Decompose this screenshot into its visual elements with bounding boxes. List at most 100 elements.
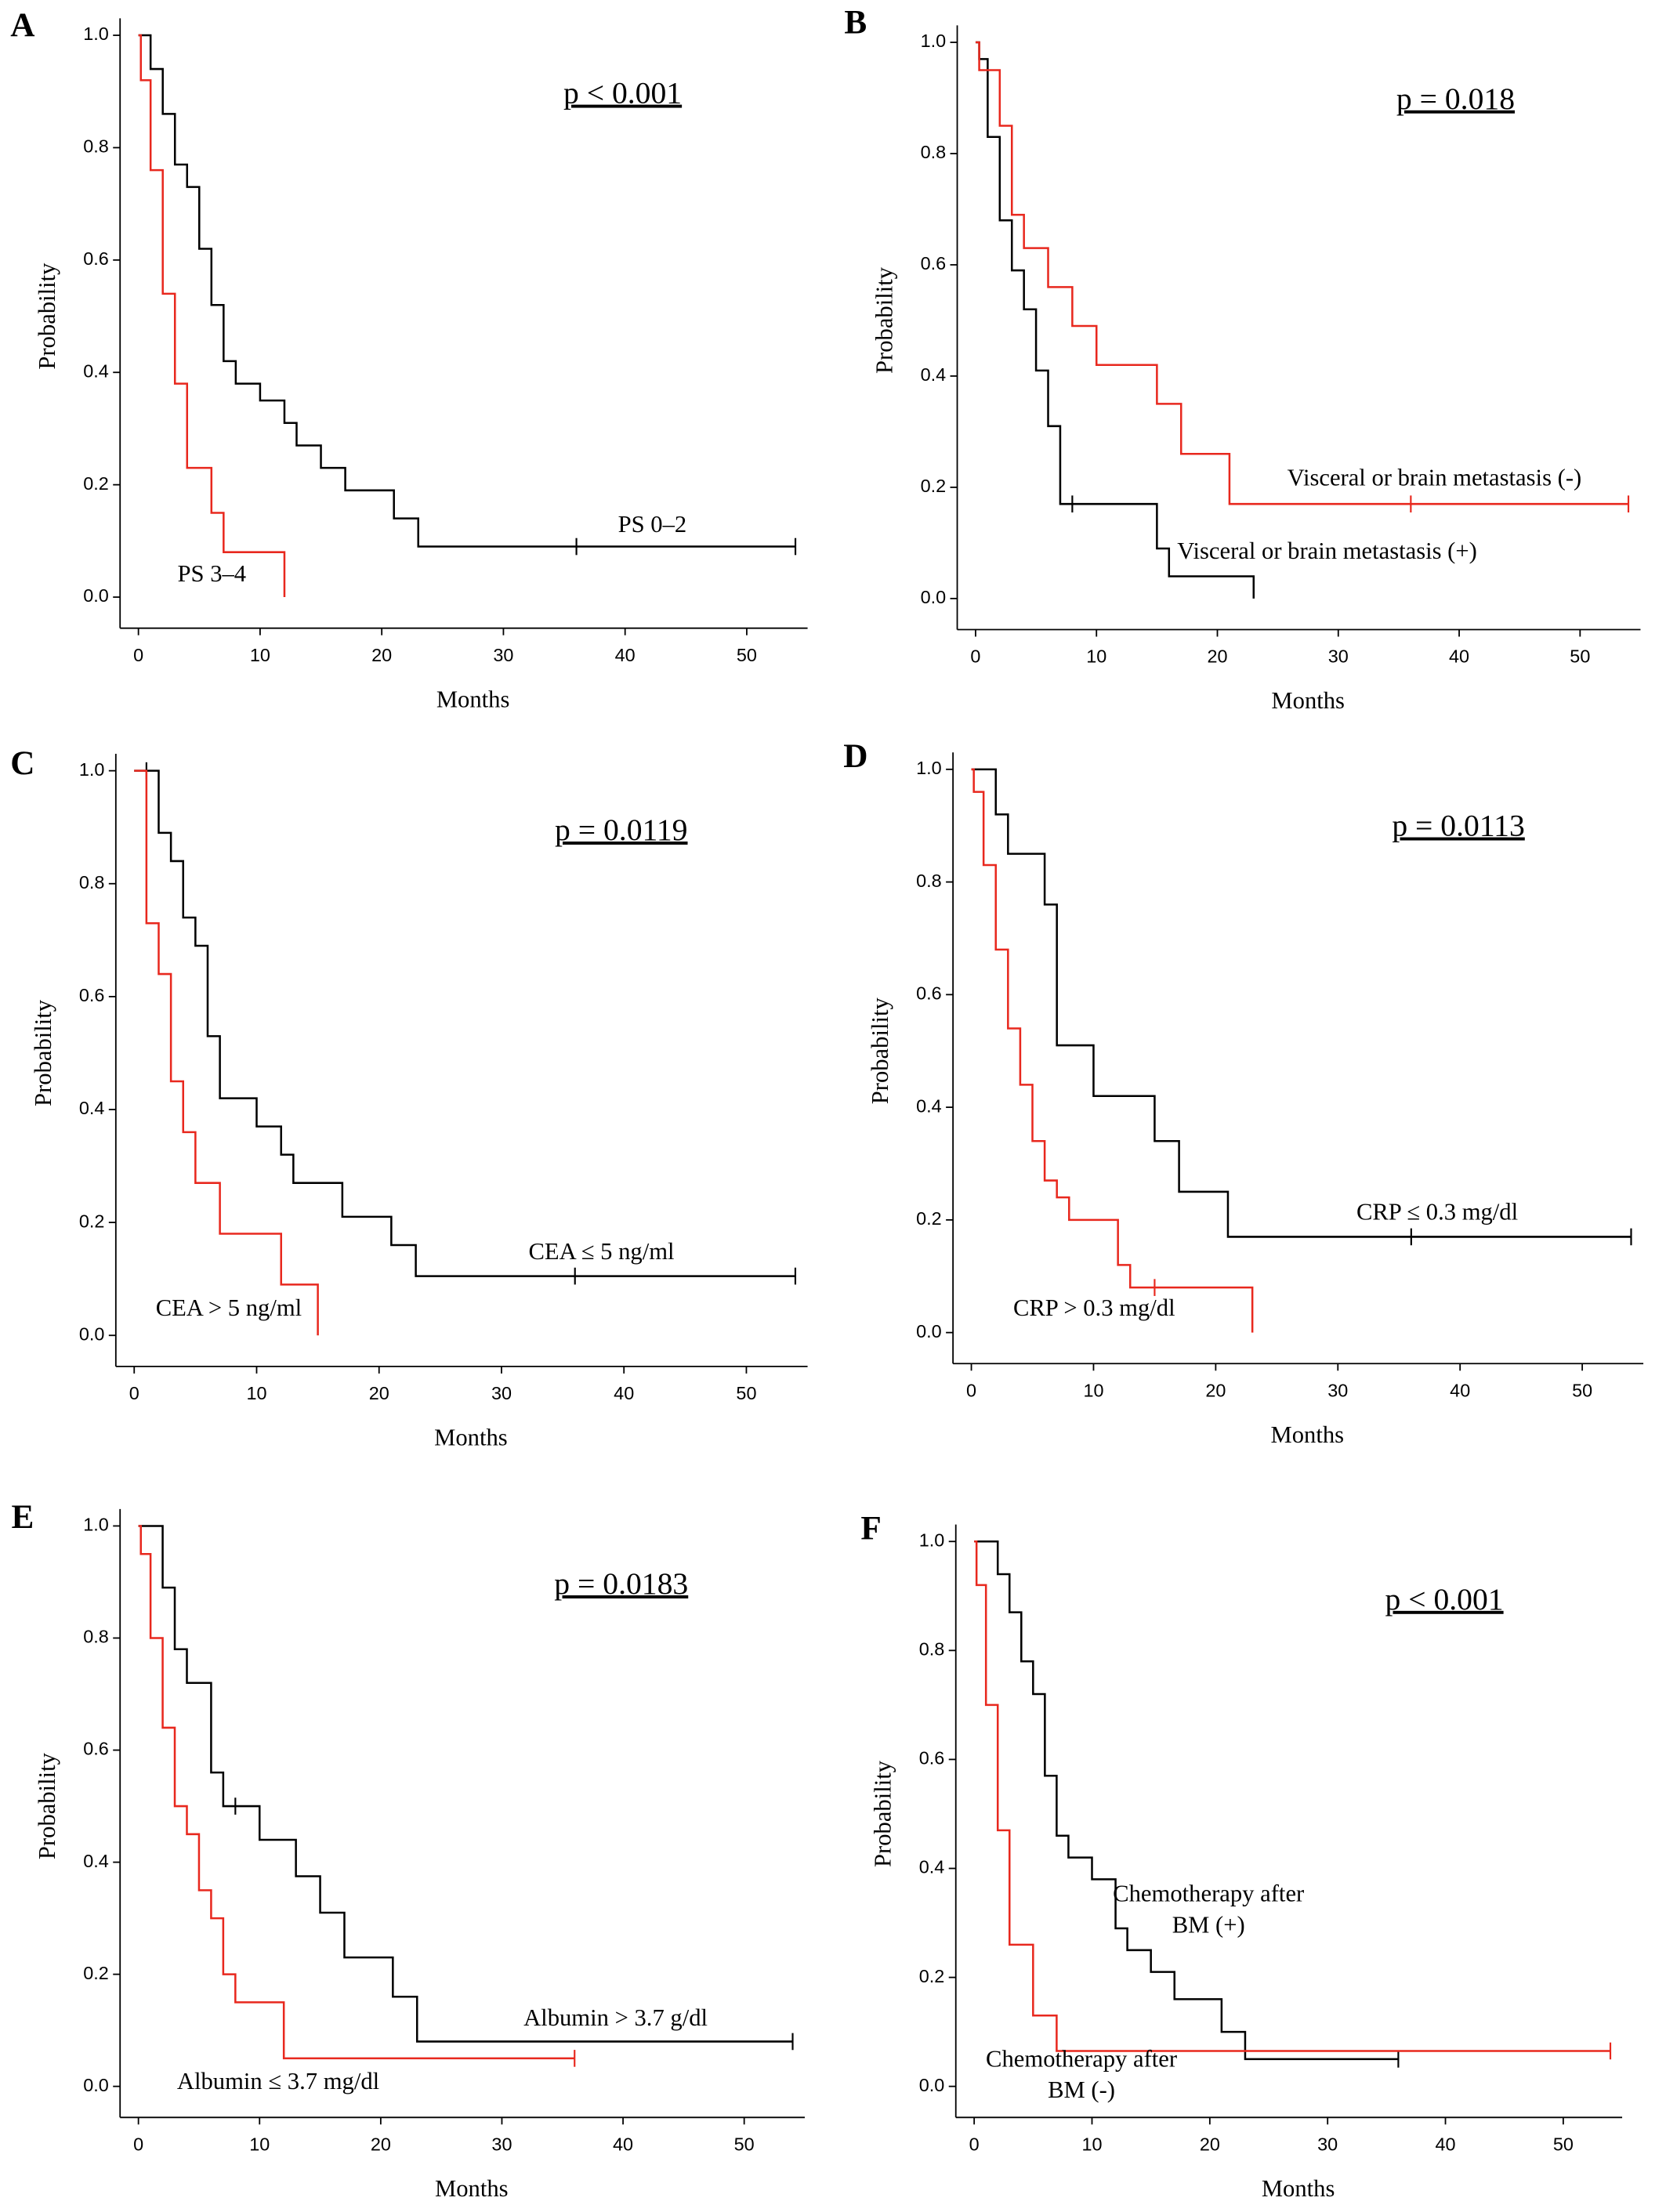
x-tick-label: 0 xyxy=(133,2134,143,2155)
x-axis-title: Months xyxy=(435,2175,509,2202)
x-tick-label: 50 xyxy=(734,2134,755,2155)
x-tick-label: 50 xyxy=(1553,2134,1574,2155)
y-tick-label: 0.8 xyxy=(919,1639,945,1660)
series-label: CRP ≤ 0.3 mg/dl xyxy=(1356,1198,1518,1225)
x-tick-label: 10 xyxy=(1083,1380,1103,1400)
x-tick-label: 20 xyxy=(371,2134,391,2155)
survival-curve xyxy=(134,769,795,1277)
x-tick-label: 30 xyxy=(1327,1380,1348,1400)
series-label: Albumin ≤ 3.7 mg/dl xyxy=(177,2068,379,2094)
panel-label: C xyxy=(10,744,34,782)
y-axis-title: Probability xyxy=(870,1760,896,1867)
y-tick-label: 0.2 xyxy=(916,1208,942,1229)
series-label: Chemotherapy after BM (+) xyxy=(1113,1880,1305,1939)
series-label: PS 0–2 xyxy=(618,511,687,538)
x-tick-label: 20 xyxy=(371,645,392,665)
y-tick-label: 0.8 xyxy=(83,1627,109,1647)
x-tick-label: 50 xyxy=(1570,646,1590,667)
survival-curve xyxy=(134,769,319,1336)
y-tick-label: 0.4 xyxy=(921,364,947,385)
y-tick-label: 1.0 xyxy=(921,31,947,51)
series-label-box: Chemotherapy after BM (-) xyxy=(986,2045,1177,2103)
x-axis-title: Months xyxy=(1271,687,1345,714)
series-label: Albumin > 3.7 g/dl xyxy=(523,2004,708,2031)
survival-curve xyxy=(138,1525,575,2060)
panel-label: B xyxy=(844,3,867,41)
y-tick-label: 0.6 xyxy=(921,253,947,273)
y-tick-label: 0.4 xyxy=(916,1095,942,1116)
survival-curve xyxy=(138,34,286,598)
y-tick-label: 0.2 xyxy=(83,473,109,494)
x-tick-label: 10 xyxy=(249,2134,270,2155)
y-tick-label: 0.6 xyxy=(916,983,942,1004)
x-axis-title: Months xyxy=(1262,2175,1335,2202)
y-tick-label: 0.0 xyxy=(921,587,947,607)
y-tick-label: 1.0 xyxy=(919,1530,945,1550)
x-tick-label: 50 xyxy=(737,645,757,665)
survival-curve xyxy=(971,768,1254,1333)
panel-label: F xyxy=(860,1510,881,1548)
x-tick-label: 20 xyxy=(1200,2134,1220,2155)
series-label: CRP > 0.3 mg/dl xyxy=(1013,1294,1175,1321)
y-tick-label: 0.4 xyxy=(83,1851,109,1871)
survival-curve xyxy=(975,41,1629,505)
y-tick-label: 0.8 xyxy=(921,142,947,162)
p-value: p = 0.018 xyxy=(1396,81,1515,116)
y-tick-label: 0.2 xyxy=(919,1966,945,1986)
x-tick-label: 30 xyxy=(1317,2134,1338,2155)
y-tick-label: 0.0 xyxy=(919,2075,945,2095)
x-tick-label: 10 xyxy=(1086,646,1106,667)
y-tick-label: 0.0 xyxy=(83,585,109,606)
series-label: PS 3–4 xyxy=(178,560,247,587)
x-tick-label: 20 xyxy=(1207,646,1227,667)
x-tick-label: 40 xyxy=(613,2134,633,2155)
survival-curve xyxy=(974,1540,1611,2052)
panel-label: D xyxy=(843,737,867,775)
p-value: p < 0.001 xyxy=(563,76,682,110)
x-tick-label: 40 xyxy=(614,1383,634,1403)
p-value: p = 0.0183 xyxy=(554,1566,688,1601)
y-tick-label: 0.2 xyxy=(79,1211,105,1231)
y-tick-label: 1.0 xyxy=(83,24,109,44)
x-tick-label: 20 xyxy=(1205,1380,1226,1400)
series-label: Visceral or brain metastasis (-) xyxy=(1288,465,1582,491)
x-tick-label: 40 xyxy=(1449,646,1469,667)
x-tick-label: 0 xyxy=(129,1383,139,1403)
series-label-box: Chemotherapy after BM (+) xyxy=(1113,1880,1305,1939)
survival-curve xyxy=(975,41,1255,599)
x-tick-label: 0 xyxy=(966,1380,976,1400)
y-tick-label: 1.0 xyxy=(916,758,942,778)
x-axis-title: Months xyxy=(1271,1421,1345,1448)
x-tick-label: 10 xyxy=(250,645,270,665)
y-tick-label: 0.8 xyxy=(83,136,109,157)
y-tick-label: 1.0 xyxy=(83,1515,109,1535)
survival-curve xyxy=(971,768,1632,1238)
y-tick-label: 0.2 xyxy=(83,1963,109,1983)
y-tick-label: 0.6 xyxy=(83,1739,109,1759)
y-axis-title: Probability xyxy=(871,266,897,374)
y-tick-label: 0.4 xyxy=(79,1098,105,1118)
x-tick-label: 20 xyxy=(369,1383,389,1403)
x-tick-label: 30 xyxy=(491,2134,512,2155)
y-tick-label: 0.8 xyxy=(79,872,105,892)
y-axis-title: Probability xyxy=(34,262,60,370)
survival-curve xyxy=(974,1540,1399,2061)
y-tick-label: 0.6 xyxy=(919,1748,945,1769)
x-tick-label: 10 xyxy=(246,1383,266,1403)
series-label: Visceral or brain metastasis (+) xyxy=(1177,538,1477,564)
p-value: p = 0.0113 xyxy=(1392,809,1524,843)
x-tick-label: 0 xyxy=(969,2134,980,2155)
y-tick-label: 0.4 xyxy=(83,360,109,381)
series-label: CEA ≤ 5 ng/ml xyxy=(529,1238,675,1265)
x-tick-label: 0 xyxy=(133,645,143,665)
survival-curve xyxy=(138,1525,793,2043)
y-axis-title: Probability xyxy=(30,999,56,1106)
y-tick-label: 0.6 xyxy=(79,985,105,1005)
x-tick-label: 30 xyxy=(491,1383,512,1403)
y-tick-label: 0.2 xyxy=(921,476,947,496)
y-tick-label: 0.8 xyxy=(916,871,942,891)
y-tick-label: 1.0 xyxy=(79,759,105,780)
x-tick-label: 40 xyxy=(1450,1380,1470,1400)
